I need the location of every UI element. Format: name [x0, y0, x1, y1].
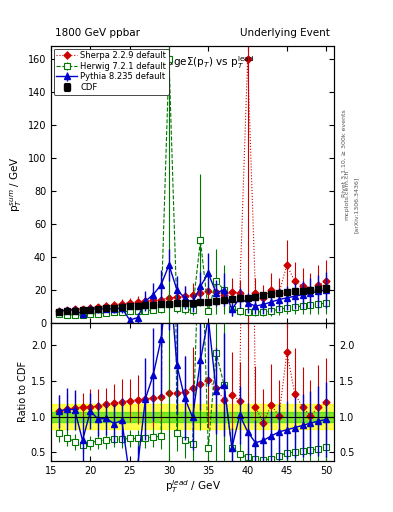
Y-axis label: p$_T^{sum}$ / GeV: p$_T^{sum}$ / GeV — [8, 156, 24, 212]
Legend: Sherpa 2.2.9 default, Herwig 7.2.1 default, Pythia 8.235 default, CDF: Sherpa 2.2.9 default, Herwig 7.2.1 defau… — [53, 49, 169, 95]
Text: 1800 GeV ppbar: 1800 GeV ppbar — [55, 28, 140, 38]
Text: mcplots.cern.ch: mcplots.cern.ch — [344, 169, 349, 220]
X-axis label: p$_T^{lead}$ / GeV: p$_T^{lead}$ / GeV — [165, 478, 220, 495]
Text: Underlying Event: Underlying Event — [240, 28, 330, 38]
Bar — [51, 412, 334, 421]
Text: Rivet 3.1.10, ≥ 300k events: Rivet 3.1.10, ≥ 300k events — [342, 110, 347, 198]
Text: [arXiv:1306.3436]: [arXiv:1306.3436] — [354, 177, 359, 233]
Text: Average$\Sigma$(p$_T$) vs p$_T^{\rm lead}$: Average$\Sigma$(p$_T$) vs p$_T^{\rm lead… — [143, 54, 254, 71]
Y-axis label: Ratio to CDF: Ratio to CDF — [18, 361, 28, 422]
Bar — [51, 404, 334, 430]
